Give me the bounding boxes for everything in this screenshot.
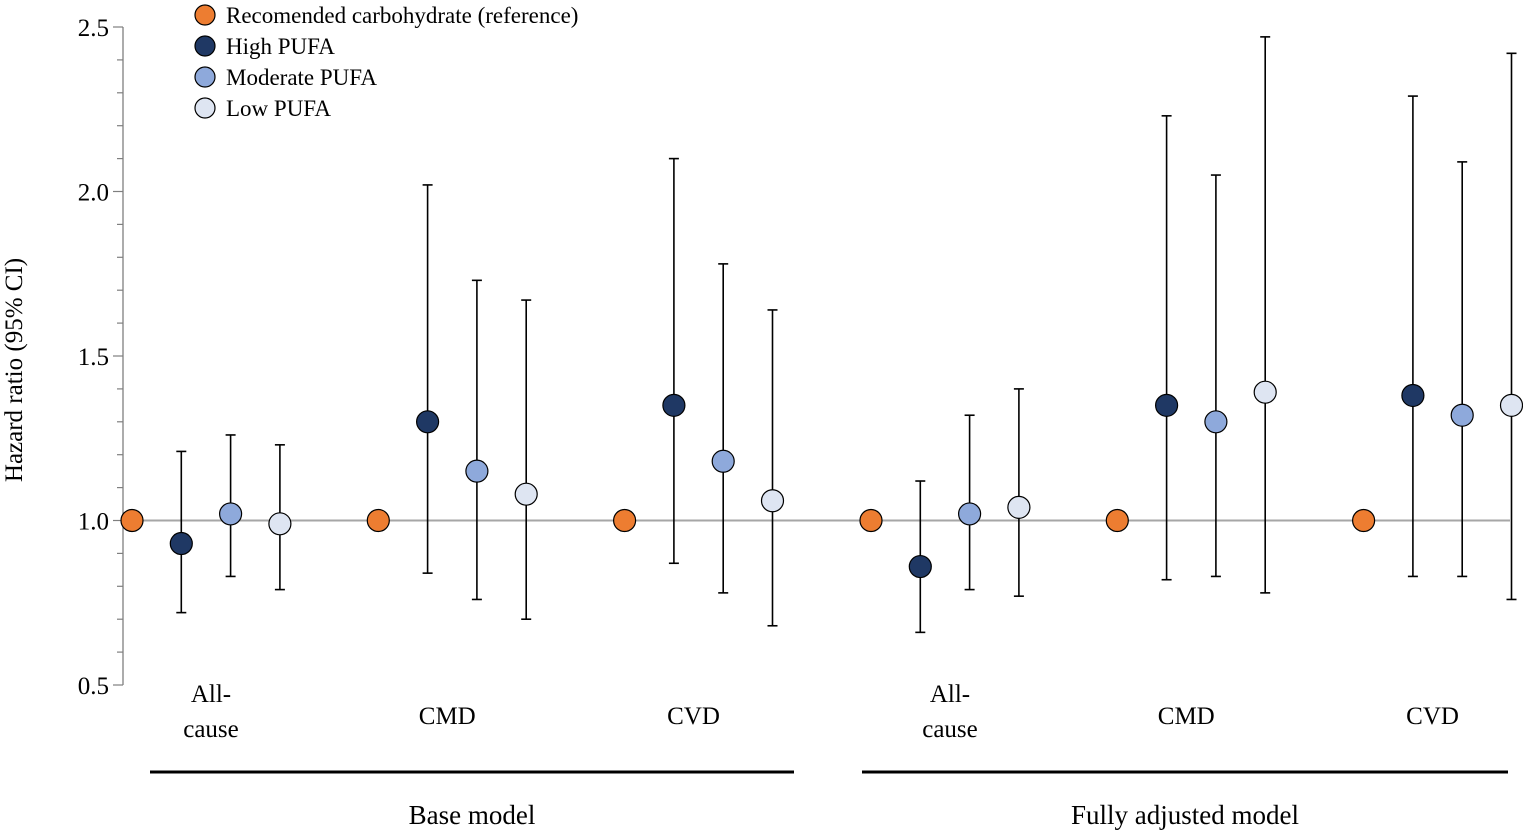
- category-labels: All-cause CMD CVD All-cause CMD CVD: [183, 681, 1459, 743]
- category-label: All-: [930, 681, 970, 708]
- data-point: [908, 554, 932, 579]
- data-point: [1204, 410, 1228, 434]
- legend-label: Low PUFA: [226, 96, 331, 121]
- category-label: cause: [183, 716, 239, 743]
- y-tick-label: 0.5: [78, 673, 109, 700]
- category-label: All-: [191, 681, 231, 708]
- data-point: [1007, 495, 1031, 519]
- data-point: [1499, 393, 1523, 417]
- legend-label: High PUFA: [226, 34, 335, 59]
- legend-marker: [194, 97, 216, 119]
- plot-area: [120, 36, 1523, 634]
- data-point: [465, 459, 489, 483]
- legend-label: Moderate PUFA: [226, 65, 377, 90]
- legend: Recomended carbohydrate (reference) High …: [194, 3, 578, 121]
- data-point: [859, 508, 883, 533]
- data-point: [1401, 383, 1425, 408]
- data-point: [957, 502, 982, 526]
- group-label: Fully adjusted model: [1071, 800, 1299, 830]
- category-label: CVD: [667, 703, 720, 730]
- category-label: CMD: [419, 703, 476, 730]
- y-tick-label: 1.0: [78, 509, 109, 536]
- y-tick-label: 2.0: [78, 180, 109, 207]
- data-point: [1450, 403, 1474, 427]
- data-point: [1351, 508, 1376, 533]
- category-label: CMD: [1158, 703, 1215, 730]
- data-point: [268, 512, 292, 536]
- data-point: [612, 508, 637, 533]
- data-point: [760, 489, 785, 513]
- y-tick-label: 1.5: [78, 344, 109, 371]
- legend-marker: [194, 66, 216, 88]
- legend-marker: [194, 35, 216, 57]
- data-point: [1154, 393, 1179, 417]
- y-tick-label: 2.5: [78, 15, 109, 42]
- data-point: [169, 531, 193, 556]
- data-point: [1253, 380, 1277, 404]
- y-axis: 0.5 1.0 1.5 2.0 2.5: [78, 15, 124, 700]
- legend-label: Recomended carbohydrate (reference): [226, 3, 578, 28]
- data-point: [120, 508, 144, 533]
- category-label: cause: [922, 716, 978, 743]
- data-point: [219, 502, 243, 526]
- legend-marker: [194, 4, 216, 26]
- data-point: [366, 508, 390, 533]
- data-point: [1105, 508, 1129, 533]
- data-point: [662, 393, 686, 417]
- group-label: Base model: [409, 800, 536, 830]
- group-brackets: Base model Fully adjusted model: [150, 770, 1508, 830]
- y-axis-title: Hazard ratio (95% CI): [1, 258, 28, 482]
- category-label: CVD: [1406, 703, 1459, 730]
- data-point: [514, 482, 538, 506]
- data-point: [711, 449, 735, 473]
- data-point: [416, 410, 440, 434]
